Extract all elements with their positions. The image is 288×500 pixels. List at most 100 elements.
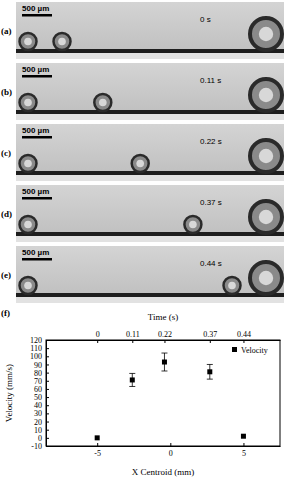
droplet-large (250, 140, 282, 172)
tick-mark (46, 397, 49, 398)
tick-label: -5 (94, 449, 101, 458)
tick-label: 120 (30, 336, 42, 345)
point (207, 369, 212, 374)
scale-bar-label: 500 µm (22, 4, 49, 13)
tick-label: 40 (34, 401, 42, 410)
tick-mark (46, 430, 49, 431)
substrate-edge (16, 110, 284, 114)
tick-label: 50 (34, 393, 42, 402)
tick: 0.22 (158, 330, 172, 343)
tick: 100 (30, 352, 49, 361)
panel-label: (c) (1, 148, 11, 158)
scale-bar-label: 500 µm (22, 248, 49, 257)
legend-marker (232, 347, 237, 352)
tick-mark (46, 413, 49, 414)
droplet-fixed (20, 33, 37, 50)
droplet-large (250, 201, 282, 233)
substrate (16, 111, 284, 120)
substrate (16, 233, 284, 242)
tick-label: 0.44 (237, 330, 251, 339)
point (162, 360, 167, 365)
tick: 110 (30, 344, 49, 353)
droplet-fixed (20, 216, 37, 233)
x2-axis-title: Time (s) (148, 312, 178, 322)
tick-mark (46, 364, 49, 365)
scale-bar-label: 500 µm (22, 65, 49, 74)
photo-background (16, 185, 284, 242)
tick-mark (46, 389, 49, 390)
tick-label: 0 (169, 449, 173, 458)
point (95, 435, 100, 440)
tick-label: 20 (34, 418, 42, 427)
photo-panel: (e)500 µm0.44 s (1, 246, 284, 303)
plot-area (95, 353, 246, 440)
tick: -10 (31, 442, 49, 451)
tick: 120 (30, 336, 49, 345)
tick-mark (46, 373, 49, 374)
panel-label: (d) (1, 209, 12, 219)
droplet-large (250, 18, 282, 50)
tick-label: 5 (242, 449, 246, 458)
x-axis: -5 0 5 (47, 443, 281, 458)
scale-bar (22, 14, 52, 17)
panel-label: (f) (1, 308, 10, 318)
tick: -5 (94, 443, 101, 458)
plot-frame (46, 340, 280, 446)
tick-label: 110 (30, 344, 42, 353)
droplet-moving (132, 155, 149, 172)
droplet-moving (94, 94, 111, 111)
time-label: 0 s (200, 15, 211, 24)
substrate-edge (16, 232, 284, 236)
substrate-edge (16, 171, 284, 175)
substrate-edge (16, 49, 284, 53)
scale-bar-label: 500 µm (22, 187, 49, 196)
tick-label: 0 (96, 330, 100, 339)
photo-panel: (d)500 µm0.37 s (1, 185, 284, 242)
y-axis-title: Velocity (mm/s) (4, 364, 14, 422)
photo-panel: (a) 500 µm 0 s (1, 2, 284, 59)
point (241, 434, 246, 439)
tick-label: 0.37 (203, 330, 217, 339)
tick-mark (46, 438, 49, 439)
tick-label: 100 (30, 352, 42, 361)
tick: 5 (242, 443, 246, 458)
tick: 70 (34, 377, 49, 386)
panel-label: (b) (1, 87, 12, 97)
photo-panel: (c)500 µm0.22 s (1, 124, 284, 181)
legend: Velocity (232, 346, 268, 355)
tick: 60 (34, 385, 49, 394)
droplet-large (250, 79, 282, 111)
x2-axis: 00.110.220.370.44 (47, 330, 281, 343)
legend-label: Velocity (241, 346, 268, 355)
scale-bar-label: 500 µm (22, 126, 49, 135)
error-bar (207, 364, 213, 379)
scale-bar (22, 197, 52, 200)
axis-line (47, 446, 281, 447)
droplet-moving (54, 33, 71, 50)
y-axis: -100102030405060708090100110120 (30, 336, 49, 451)
panel-label: (a) (1, 26, 12, 36)
tick-mark (46, 348, 49, 349)
droplet-fixed (20, 155, 37, 172)
error-bar (129, 373, 135, 386)
tick-label: 60 (34, 385, 42, 394)
tick: 50 (34, 393, 49, 402)
time-label: 0.44 s (200, 259, 222, 268)
tick: 0 (96, 330, 100, 343)
tick-mark (97, 340, 98, 343)
figure: (a)500 µm0 s(b)500 µm0.11 s(c)500 µm0.22… (0, 0, 288, 500)
tick: 0.44 (237, 330, 251, 343)
tick: 90 (34, 361, 49, 370)
tick-mark (97, 443, 98, 446)
tick: 30 (34, 409, 49, 418)
substrate (16, 172, 284, 181)
scale-bar (22, 258, 52, 261)
axis-line (47, 340, 281, 341)
tick-mark (132, 340, 133, 343)
error-bar (161, 353, 167, 371)
tick-label: -10 (31, 442, 42, 451)
tick-label: 90 (34, 361, 42, 370)
tick: 80 (34, 369, 49, 378)
tick-mark (46, 422, 49, 423)
chart: (f)-100102030405060708090100110120-50500… (1, 308, 281, 477)
